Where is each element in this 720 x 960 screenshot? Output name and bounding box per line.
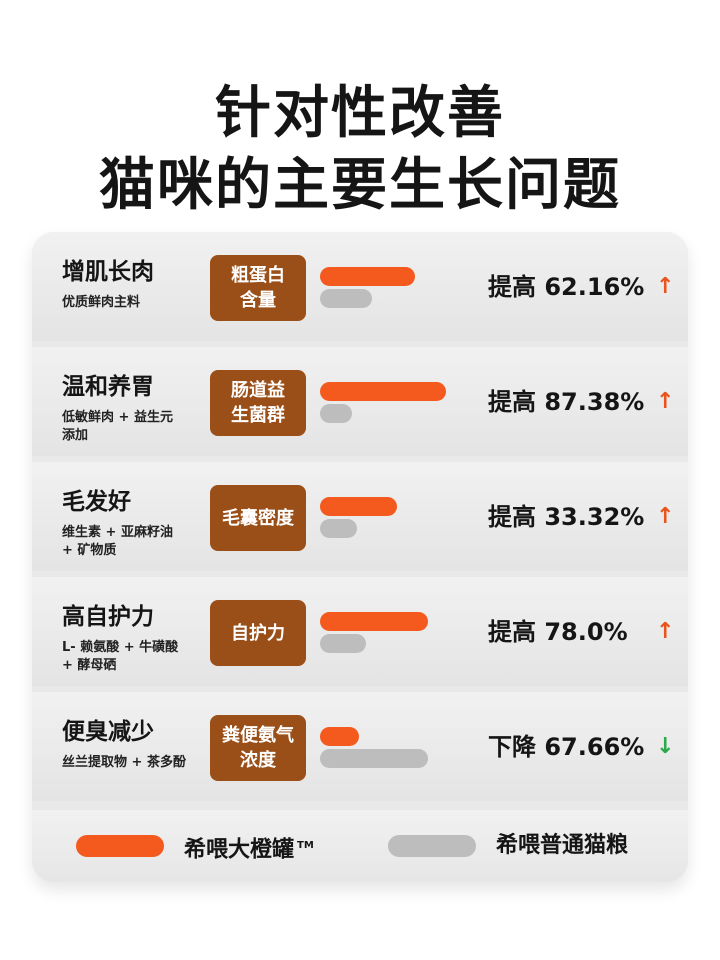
metric-badge: 粗蛋白 含量	[210, 255, 306, 321]
legend-label-2: 希喂普通猫粮	[496, 833, 629, 858]
benefit-name: 高自护力	[62, 604, 154, 630]
arrow-up-icon: ↑	[656, 274, 675, 299]
benefit-name: 便臭减少	[62, 719, 154, 745]
legend-swatch-orange	[76, 835, 164, 857]
bar-series-2	[320, 404, 352, 423]
metric-badge: 肠道益 生菌群	[210, 370, 306, 436]
change-value: 下降 67.66%	[488, 733, 645, 761]
comparison-row: 毛发好维生素 + 亚麻籽油 + 矿物质 毛囊密度 提高 33.32% ↑	[32, 462, 688, 571]
benefit-name: 增肌长肉	[62, 259, 154, 285]
change-value: 提高 78.0%	[488, 618, 628, 646]
metric-badge: 毛囊密度	[210, 485, 306, 551]
legend-label-1-text: 希喂大橙罐	[184, 837, 295, 863]
benefit-ingredients: L- 赖氨酸 + 牛磺酸 + 酵母硒	[62, 640, 179, 673]
bar-series-1	[320, 267, 415, 286]
metric-badge: 自护力	[210, 600, 306, 666]
bar-series-1	[320, 727, 359, 746]
bar-series-2	[320, 634, 366, 653]
trademark-mark: TM	[297, 840, 314, 851]
comparison-row: 便臭减少丝兰提取物 + 茶多酚 粪便氨气 浓度 下降 67.66% ↓	[32, 692, 688, 801]
arrow-down-icon: ↓	[656, 734, 675, 759]
title-line-1: 针对性改善	[215, 81, 505, 146]
metric-badge: 粪便氨气 浓度	[210, 715, 306, 781]
legend: 希喂大橙罐 TM 希喂普通猫粮	[32, 810, 688, 882]
arrow-up-icon: ↑	[656, 389, 675, 414]
benefit-name: 温和养胃	[62, 374, 154, 400]
comparison-card: 增肌长肉 优质鲜肉主料 粗蛋白 含量 提高 62.16% ↑ 温和养胃 低敏鲜肉 + 益生元…	[32, 232, 688, 882]
legend-swatch-gray	[388, 835, 476, 857]
bar-series-2	[320, 289, 372, 308]
title-line-2: 猫咪的主要生长问题	[99, 153, 621, 218]
benefit-name: 毛发好	[62, 489, 131, 515]
change-value: 提高 62.16%	[488, 273, 645, 301]
benefit-ingredients: 低敏鲜肉 + 益生元 添加	[62, 410, 173, 443]
arrow-up-icon: ↑	[656, 619, 675, 644]
legend-label-1: 希喂大橙罐 TM	[184, 832, 314, 864]
bar-series-2	[320, 749, 428, 768]
arrow-up-icon: ↑	[656, 504, 675, 529]
comparison-row: 增肌长肉优质鲜肉主料 粗蛋白 含量 提高 62.16% ↑	[32, 232, 688, 341]
change-value: 提高 33.32%	[488, 503, 645, 531]
benefit-ingredients: 维生素 + 亚麻籽油 + 矿物质	[62, 525, 173, 558]
page-title: 针对性改善 猫咪的主要生长问题	[0, 78, 720, 222]
comparison-row: 温和养胃低敏鲜肉 + 益生元 添加 肠道益 生菌群 提高 87.38% ↑	[32, 347, 688, 456]
bar-series-1	[320, 382, 446, 401]
benefit-ingredients: 优质鲜肉主料	[62, 295, 141, 310]
bar-series-1	[320, 612, 428, 631]
change-value: 提高 87.38%	[488, 388, 645, 416]
bar-series-1	[320, 497, 397, 516]
bar-series-2	[320, 519, 357, 538]
comparison-row: 高自护力 L- 赖氨酸 + 牛磺酸 + 酵母硒 自护力 提高 78.0% ↑	[32, 577, 688, 686]
benefit-ingredients: 丝兰提取物 + 茶多酚	[62, 755, 186, 770]
